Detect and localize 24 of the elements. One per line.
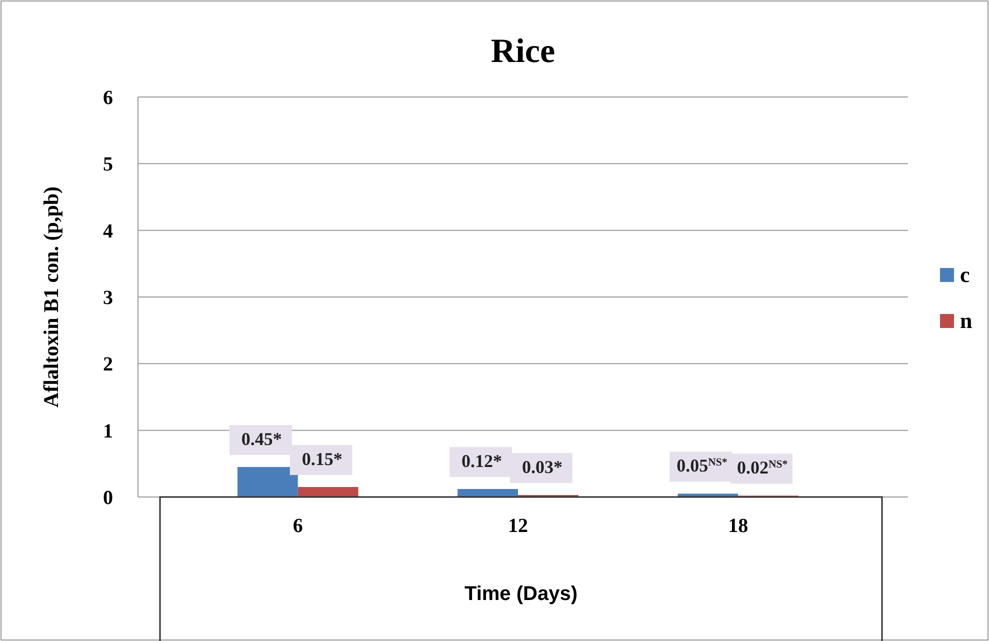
y-tick-label: 6 xyxy=(103,87,113,109)
y-tick-label: 5 xyxy=(103,154,113,176)
x-axis-title: Time (Days) xyxy=(464,583,578,605)
chart-title: Rice xyxy=(490,33,556,70)
y-tick-label: 3 xyxy=(103,287,113,309)
y-tick-label: 1 xyxy=(103,420,113,442)
bar xyxy=(298,487,358,497)
legend-label: n xyxy=(960,308,972,333)
y-tick-label: 4 xyxy=(103,220,113,242)
y-axis-title: Aflaltoxin B1 con. (p,pb) xyxy=(39,186,63,408)
x-tick-label: 18 xyxy=(728,515,748,537)
data-label: 0.02$^{NS*}$ xyxy=(736,458,788,478)
data-label: 0.03* xyxy=(522,457,562,477)
x-tick-label: 12 xyxy=(508,515,528,537)
data-label: 0.15* xyxy=(302,449,342,469)
bar xyxy=(237,467,298,497)
bar xyxy=(458,489,518,497)
data-label: 0.45* xyxy=(241,429,282,449)
y-tick-label: 2 xyxy=(103,354,113,376)
x-tick-label: 6 xyxy=(292,515,303,537)
data-label: 0.12* xyxy=(462,451,502,471)
y-tick-label: 0 xyxy=(103,487,113,509)
legend-label: c xyxy=(960,262,970,287)
data-label: 0.05$^{NS*}$ xyxy=(676,456,728,476)
